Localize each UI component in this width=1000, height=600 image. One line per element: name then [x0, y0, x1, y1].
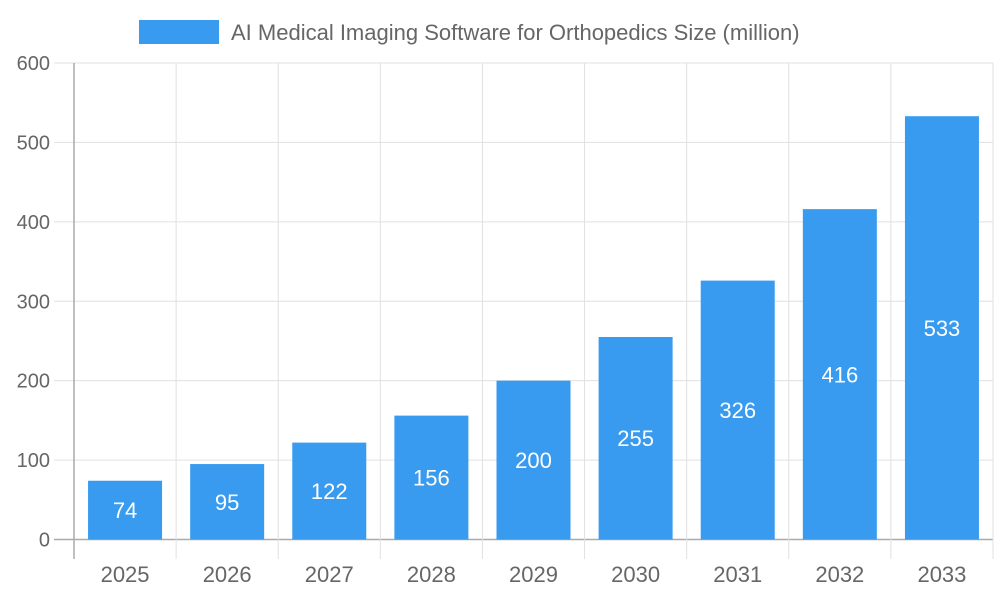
legend-label: AI Medical Imaging Software for Orthoped…	[231, 20, 800, 45]
data-label: 74	[113, 498, 137, 523]
data-label: 533	[924, 316, 961, 341]
bar	[394, 415, 469, 540]
bar	[598, 336, 673, 540]
y-tick-label: 0	[39, 530, 50, 552]
data-label: 95	[215, 490, 239, 515]
bar	[904, 116, 979, 540]
bar	[700, 280, 775, 540]
x-tick-label: 2027	[305, 562, 354, 587]
x-tick-label: 2031	[713, 562, 762, 587]
data-label: 200	[515, 448, 552, 473]
y-tick-label: 500	[17, 132, 50, 154]
bar	[190, 464, 265, 540]
y-tick-label: 600	[17, 53, 50, 75]
legend-swatch	[139, 20, 219, 44]
x-tick-label: 2032	[815, 562, 864, 587]
y-tick-label: 100	[17, 450, 50, 472]
data-label: 416	[821, 362, 858, 387]
y-tick-label: 400	[17, 212, 50, 234]
x-tick-label: 2029	[509, 562, 558, 587]
data-label: 122	[311, 479, 348, 504]
x-tick-label: 2033	[917, 562, 966, 587]
data-label: 326	[719, 398, 756, 423]
bar	[496, 380, 571, 540]
x-tick-label: 2026	[203, 562, 252, 587]
y-tick-label: 200	[17, 371, 50, 393]
data-label: 255	[617, 426, 654, 451]
bar	[292, 442, 367, 540]
x-tick-label: 2028	[407, 562, 456, 587]
bar	[88, 480, 163, 540]
x-tick-label: 2025	[101, 562, 150, 587]
y-tick-label: 300	[17, 291, 50, 313]
bar	[802, 209, 877, 540]
data-label: 156	[413, 466, 450, 491]
x-tick-label: 2030	[611, 562, 660, 587]
